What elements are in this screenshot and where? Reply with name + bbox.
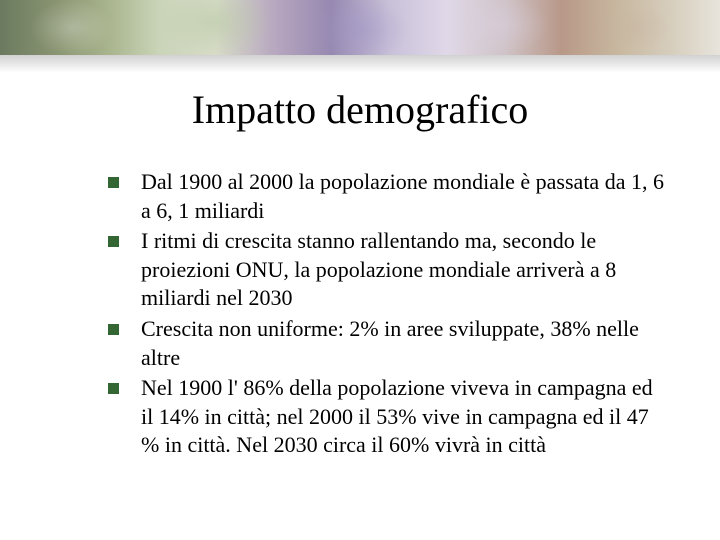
list-item: I ritmi di crescita stanno rallentando m… [108, 227, 668, 313]
bullet-text: Nel 1900 l' 86% della popolazione viveva… [141, 374, 668, 460]
decorative-banner [0, 0, 720, 55]
list-item: Crescita non uniforme: 2% in aree svilup… [108, 315, 668, 372]
square-bullet-icon [108, 324, 119, 335]
bullet-list: Dal 1900 al 2000 la popolazione mondiale… [108, 168, 668, 462]
slide-title: Impatto demografico [0, 86, 720, 133]
banner-shadow [0, 55, 720, 73]
square-bullet-icon [108, 236, 119, 247]
bullet-text: I ritmi di crescita stanno rallentando m… [141, 227, 668, 313]
square-bullet-icon [108, 177, 119, 188]
list-item: Nel 1900 l' 86% della popolazione viveva… [108, 374, 668, 460]
list-item: Dal 1900 al 2000 la popolazione mondiale… [108, 168, 668, 225]
bullet-text: Dal 1900 al 2000 la popolazione mondiale… [141, 168, 668, 225]
bullet-text: Crescita non uniforme: 2% in aree svilup… [141, 315, 668, 372]
square-bullet-icon [108, 383, 119, 394]
